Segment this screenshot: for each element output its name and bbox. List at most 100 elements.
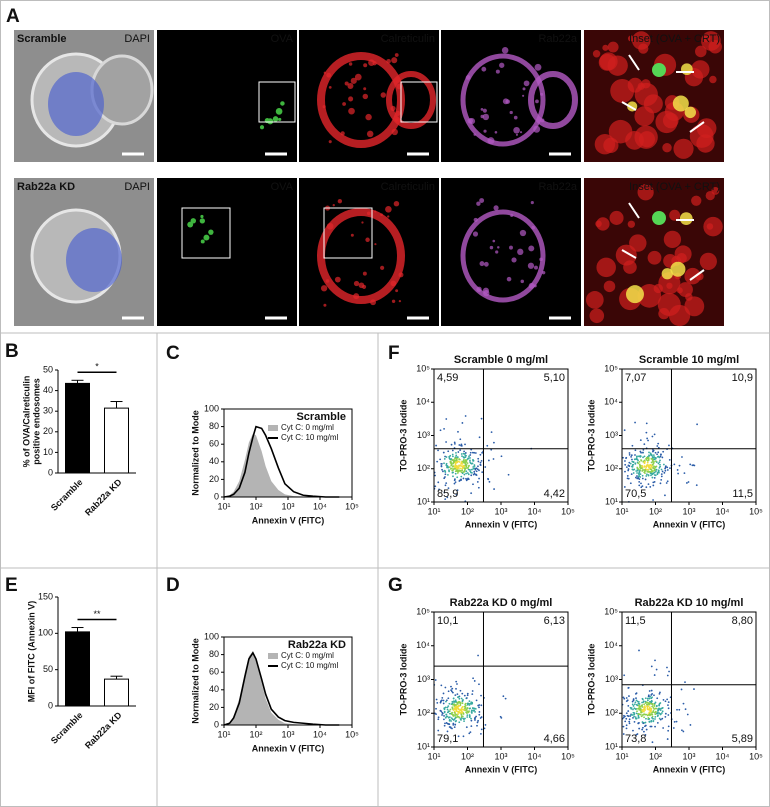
signal	[473, 133, 477, 136]
event-dot	[647, 483, 650, 486]
event-dot	[644, 469, 647, 471]
event-dot	[631, 700, 634, 703]
signal	[391, 128, 398, 136]
event-dot	[461, 469, 464, 472]
event-dot	[649, 695, 652, 698]
event-dot	[451, 453, 454, 456]
event-dot	[646, 473, 648, 476]
event-dot	[442, 692, 445, 695]
event-dot	[445, 715, 448, 718]
signal	[663, 230, 682, 249]
event-dot	[460, 463, 462, 465]
event-dot	[464, 462, 467, 465]
x-tick-label: 10³	[281, 501, 294, 511]
y-tick-label: 10³	[605, 430, 618, 440]
signal	[385, 206, 392, 213]
arrow	[621, 249, 637, 259]
event-dot	[661, 712, 663, 714]
event-dot	[645, 466, 648, 469]
signal	[200, 239, 205, 244]
event-dot	[634, 462, 637, 465]
event-dot	[443, 724, 446, 727]
event-dot	[457, 696, 459, 699]
event-dot	[452, 722, 455, 725]
event-dot	[462, 477, 465, 480]
event-dot	[473, 470, 476, 473]
event-dot	[649, 472, 652, 475]
event-dot	[624, 720, 627, 723]
nucleus	[66, 228, 122, 292]
signal	[652, 63, 666, 77]
event-dot	[466, 692, 469, 695]
signal	[662, 112, 679, 129]
event-dot	[625, 724, 628, 727]
event-dot	[450, 712, 453, 715]
event-dot	[666, 698, 669, 701]
signal	[533, 125, 541, 133]
ring	[386, 71, 436, 129]
event-dot	[453, 482, 456, 485]
event-dot	[475, 699, 478, 702]
event-dot	[676, 469, 679, 471]
event-dot	[644, 721, 647, 724]
signal	[522, 94, 525, 97]
event-dot	[460, 461, 463, 463]
event-dot	[654, 466, 657, 469]
event-dot	[454, 472, 457, 475]
event-dot	[660, 478, 663, 481]
event-dot	[632, 729, 634, 732]
micrograph	[299, 30, 439, 162]
event-dot	[695, 484, 698, 487]
event-dot	[673, 721, 676, 723]
event-dot	[472, 467, 475, 470]
event-dot	[453, 441, 456, 444]
event-dot	[466, 694, 469, 697]
event-dot	[651, 435, 654, 438]
event-dot	[642, 456, 644, 459]
event-dot	[469, 457, 471, 459]
event-dot	[443, 710, 446, 713]
event-dot	[493, 488, 495, 490]
event-dot	[465, 464, 467, 467]
event-dot	[637, 701, 640, 703]
signal	[479, 261, 485, 267]
panel-label: D	[166, 575, 180, 596]
legend-swatch	[268, 425, 278, 431]
event-dot	[657, 446, 660, 449]
event-dot	[648, 711, 651, 714]
signal	[492, 239, 496, 243]
micrograph	[584, 30, 724, 162]
event-dot	[445, 456, 448, 458]
event-dot	[635, 458, 637, 461]
signal	[323, 71, 327, 75]
signal	[353, 280, 360, 287]
x-tick-label: 10³	[281, 729, 294, 739]
signal	[368, 59, 375, 66]
event-dot	[453, 711, 456, 714]
event-dot	[641, 698, 644, 701]
event-dot	[448, 456, 451, 458]
legend-swatch	[268, 653, 278, 659]
event-dot	[638, 727, 641, 730]
event-dot	[450, 467, 453, 470]
event-dot	[454, 713, 457, 716]
event-dot	[461, 700, 464, 703]
event-dot	[631, 468, 634, 471]
signal	[391, 299, 396, 304]
signal	[395, 110, 401, 116]
event-dot	[448, 726, 451, 728]
signal	[528, 245, 535, 252]
event-dot	[625, 717, 628, 720]
signal	[380, 213, 383, 217]
signal	[358, 282, 365, 289]
event-dot	[682, 730, 685, 733]
signal	[509, 245, 513, 250]
event-dot	[633, 712, 636, 714]
event-dot	[458, 697, 461, 700]
event-dot	[645, 457, 647, 460]
event-dot	[460, 475, 463, 478]
event-dot	[456, 456, 459, 459]
x-tick-label: 10¹	[615, 506, 628, 516]
event-dot	[651, 716, 653, 719]
event-dot	[462, 735, 465, 738]
